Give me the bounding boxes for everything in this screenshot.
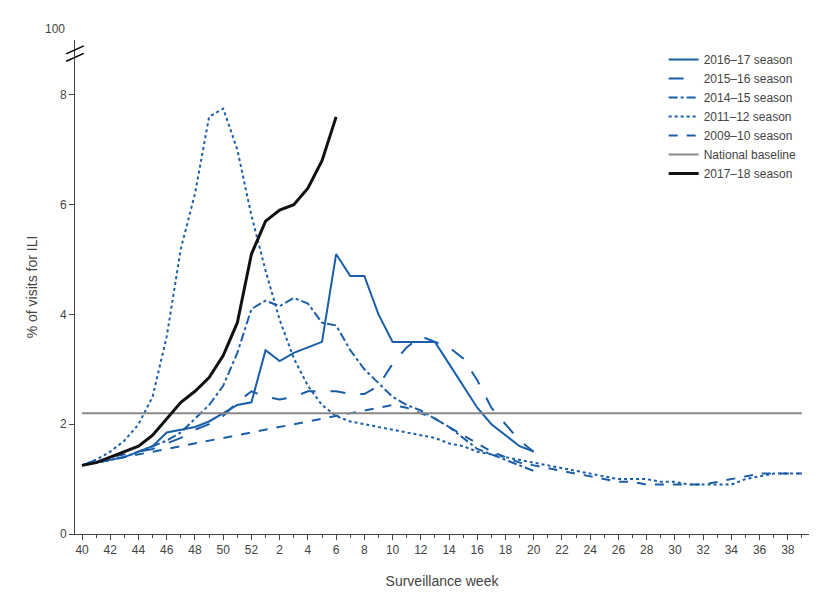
svg-text:14: 14 bbox=[442, 543, 456, 557]
svg-text:20: 20 bbox=[527, 543, 541, 557]
svg-text:100: 100 bbox=[45, 22, 65, 36]
svg-text:26: 26 bbox=[612, 543, 626, 557]
svg-text:38: 38 bbox=[781, 543, 795, 557]
svg-text:2015–16 season: 2015–16 season bbox=[704, 72, 793, 86]
svg-text:52: 52 bbox=[245, 543, 259, 557]
svg-text:2: 2 bbox=[276, 543, 283, 557]
svg-text:6: 6 bbox=[333, 543, 340, 557]
svg-text:48: 48 bbox=[188, 543, 202, 557]
svg-text:8: 8 bbox=[361, 543, 368, 557]
svg-text:34: 34 bbox=[725, 543, 739, 557]
svg-text:30: 30 bbox=[668, 543, 682, 557]
svg-text:2017–18 season: 2017–18 season bbox=[704, 167, 793, 181]
svg-text:0: 0 bbox=[60, 527, 67, 541]
svg-text:18: 18 bbox=[499, 543, 513, 557]
svg-text:8: 8 bbox=[60, 88, 67, 102]
svg-text:6: 6 bbox=[60, 198, 67, 212]
svg-text:2016–17 season: 2016–17 season bbox=[704, 53, 793, 67]
svg-text:2009–10 season: 2009–10 season bbox=[704, 129, 793, 143]
svg-text:28: 28 bbox=[640, 543, 654, 557]
svg-text:32: 32 bbox=[696, 543, 710, 557]
svg-text:2014–15 season: 2014–15 season bbox=[704, 91, 793, 105]
svg-text:16: 16 bbox=[471, 543, 485, 557]
svg-text:2: 2 bbox=[60, 417, 67, 431]
svg-text:46: 46 bbox=[160, 543, 174, 557]
svg-text:10: 10 bbox=[386, 543, 400, 557]
svg-text:12: 12 bbox=[414, 543, 428, 557]
svg-text:National baseline: National baseline bbox=[704, 148, 796, 162]
svg-text:% of visits for ILI: % of visits for ILI bbox=[24, 236, 40, 339]
svg-text:24: 24 bbox=[584, 543, 598, 557]
svg-text:44: 44 bbox=[132, 543, 146, 557]
svg-text:42: 42 bbox=[104, 543, 118, 557]
svg-text:22: 22 bbox=[555, 543, 569, 557]
svg-text:40: 40 bbox=[75, 543, 89, 557]
svg-text:36: 36 bbox=[753, 543, 767, 557]
svg-text:4: 4 bbox=[60, 308, 67, 322]
svg-text:Surveillance week: Surveillance week bbox=[386, 573, 500, 589]
svg-text:50: 50 bbox=[217, 543, 231, 557]
svg-text:4: 4 bbox=[305, 543, 312, 557]
svg-text:2011–12 season: 2011–12 season bbox=[704, 110, 792, 124]
